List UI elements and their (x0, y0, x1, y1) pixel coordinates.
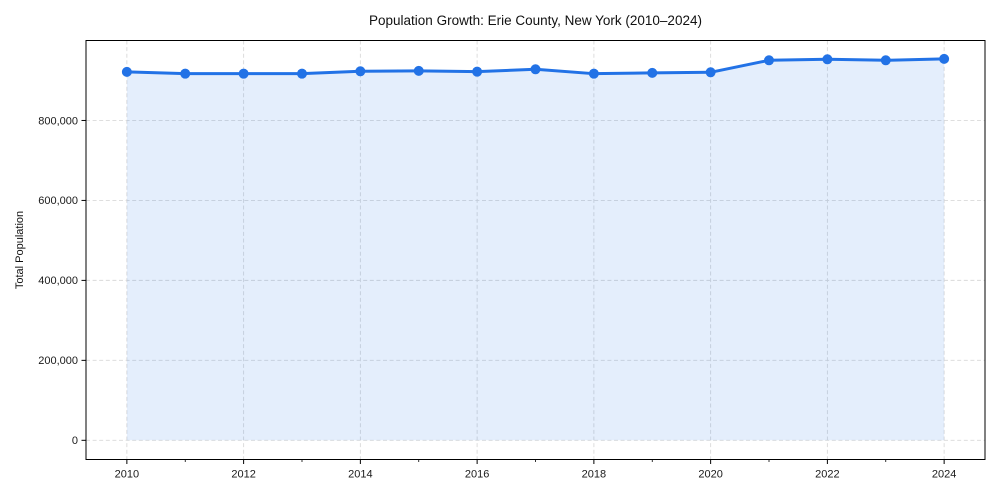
data-point (413, 65, 424, 76)
chart-title: Population Growth: Erie County, New York… (369, 13, 702, 28)
x-tick-label: 2020 (698, 469, 722, 481)
x-tick-label: 2022 (815, 469, 839, 481)
data-point (530, 64, 541, 75)
x-tick-label: 2010 (115, 469, 139, 481)
x-tick-label: 2014 (348, 469, 372, 481)
x-tick-label: 2018 (582, 469, 606, 481)
area-fill (126, 58, 945, 441)
data-point (939, 53, 950, 64)
y-tick-label: 200,000 (38, 355, 78, 367)
y-tick-label: 400,000 (38, 275, 78, 287)
data-point (588, 68, 599, 79)
data-point (121, 66, 132, 77)
y-tick-label: 0 (72, 435, 78, 447)
data-point (355, 66, 366, 77)
data-point (472, 66, 483, 77)
data-point (705, 67, 716, 78)
data-point (238, 68, 249, 79)
x-tick-label: 2024 (932, 469, 956, 481)
x-tick-label: 2016 (465, 469, 489, 481)
data-point (822, 54, 833, 65)
x-tick-label: 2012 (231, 469, 255, 481)
data-point (296, 68, 307, 79)
data-point (180, 68, 191, 79)
y-tick-label: 600,000 (38, 195, 78, 207)
data-point (647, 67, 658, 78)
y-tick-label: 800,000 (38, 115, 78, 127)
data-point (880, 55, 891, 66)
data-point (764, 55, 775, 66)
